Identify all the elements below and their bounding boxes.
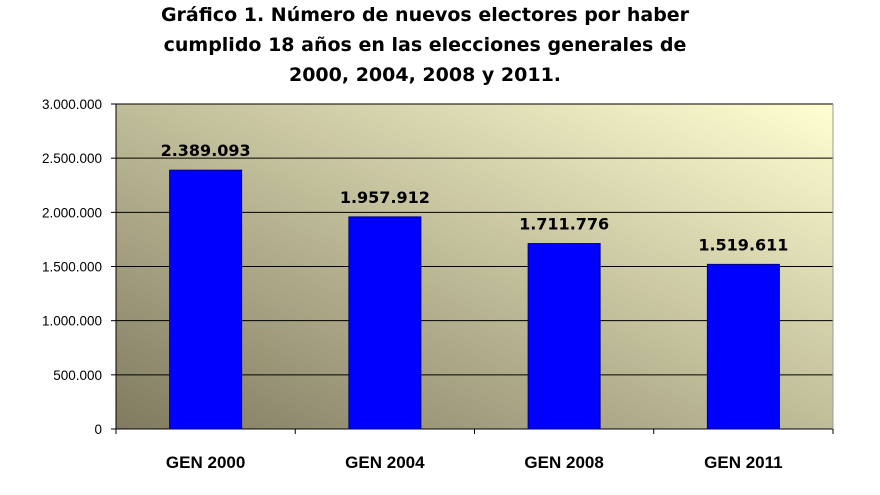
y-tick-label: 2.000.000 xyxy=(42,205,102,220)
data-label: 2.389.093 xyxy=(161,141,251,160)
data-label: 1.519.611 xyxy=(698,235,788,254)
y-tick-label: 2.500.000 xyxy=(42,151,102,166)
bar-gen-2004 xyxy=(348,216,422,430)
bar-gen-2008 xyxy=(527,243,601,430)
y-tick-label: 500.000 xyxy=(53,368,102,383)
chart-title-line-1: Gráfico 1. Número de nuevos electores po… xyxy=(160,4,690,26)
bar-gen-2000 xyxy=(169,169,243,430)
labels: 0 500.000 1.000.000 1.500.000 2.000.000 2.500… xyxy=(42,97,788,472)
y-tick-label: 0 xyxy=(94,422,102,437)
chart-title-line-3: 2000, 2004, 2008 y 2011. xyxy=(288,64,562,86)
x-tick-label: GEN 2011 xyxy=(704,453,782,472)
y-tick-label: 1.500.000 xyxy=(42,260,102,275)
chart-title: Gráfico 1. Número de nuevos electores po… xyxy=(0,0,850,90)
bar-gen-2011 xyxy=(706,263,780,430)
x-tick-label: GEN 2008 xyxy=(524,453,603,472)
bars xyxy=(169,169,780,430)
y-tick-label: 1.000.000 xyxy=(42,314,102,329)
x-tick-label: GEN 2004 xyxy=(345,453,425,472)
chart-title-line-2: cumplido 18 años en las elecciones gener… xyxy=(163,34,687,56)
data-label: 1.957.912 xyxy=(340,188,430,207)
y-tick-label: 3.000.000 xyxy=(42,97,102,112)
x-tick-label: GEN 2000 xyxy=(166,453,245,472)
data-label: 1.711.776 xyxy=(519,215,609,234)
